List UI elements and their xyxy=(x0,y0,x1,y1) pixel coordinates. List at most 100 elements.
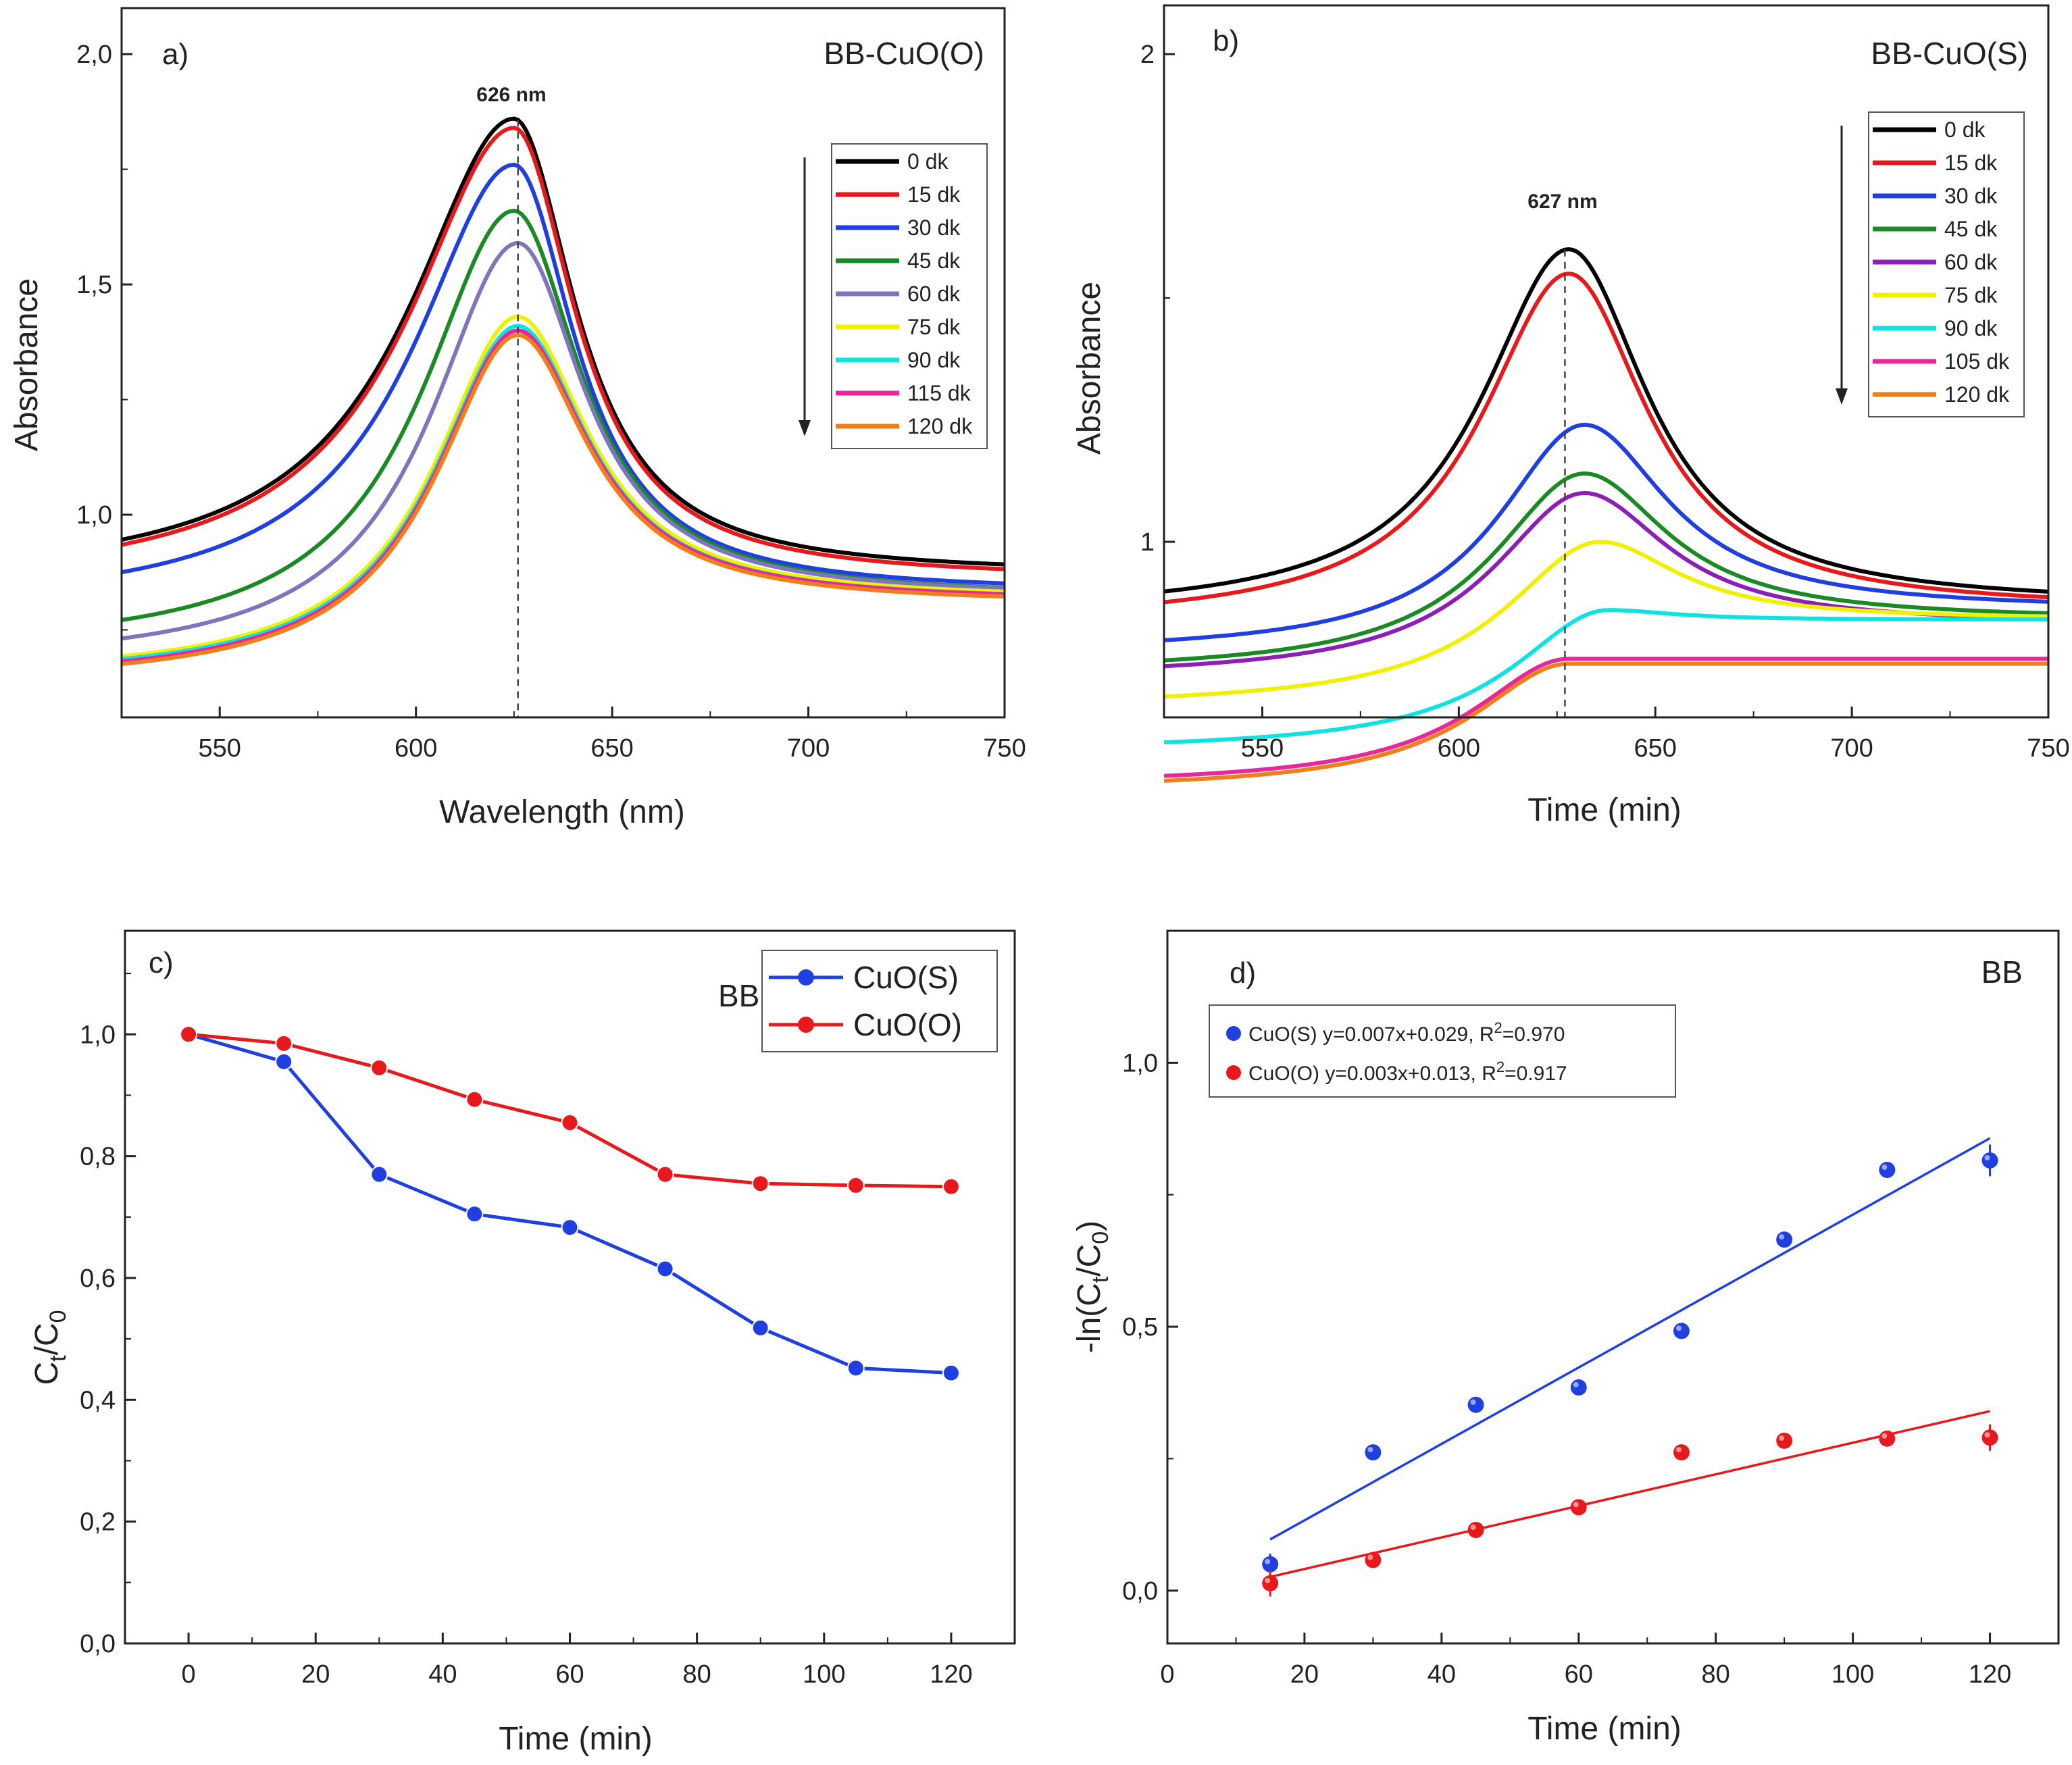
data-point-c-CuO(S) xyxy=(656,1260,674,1278)
x-tick-label-c-5: 100 xyxy=(803,1660,845,1689)
legend-marker-c-0 xyxy=(798,969,814,986)
panel-letter-a: a) xyxy=(162,38,188,71)
x-tick-label-b-2: 650 xyxy=(1634,734,1677,763)
data-point-c-CuO(O) xyxy=(751,1175,769,1193)
data-point-d-CuO(S) xyxy=(1570,1379,1587,1396)
data-point-c-CuO(O) xyxy=(847,1176,865,1194)
y-tick-label-a-2: 2,0 xyxy=(76,41,112,69)
data-point-highlight-d xyxy=(1265,1577,1271,1583)
data-point-highlight-d xyxy=(1573,1502,1579,1508)
data-point-d-CuO(S) xyxy=(1467,1396,1484,1413)
y-axis-title-c: Ct/C0 xyxy=(29,1310,71,1385)
legend-a: 0 dk 15 dk 30 dk 45 dk 60 dk 75 dk 90 dk 115 dk… xyxy=(799,143,988,449)
panel-tag-c: BB xyxy=(718,978,759,1013)
data-point-c-CuO(O) xyxy=(561,1114,579,1132)
legend-label-a-3: 45 dk xyxy=(907,249,961,273)
y-tick-label-c-1: 0,2 xyxy=(80,1508,116,1537)
panel-letter-c: c) xyxy=(149,946,174,979)
data-point-c-CuO(S) xyxy=(751,1319,769,1337)
legend-d-label-cuoo-sup: 2 xyxy=(1496,1058,1505,1075)
x-tick-label-a-3: 700 xyxy=(787,734,830,763)
y-axis-title-c-sub2: 0 xyxy=(45,1310,71,1323)
x-axis-title-c: Time (min) xyxy=(499,1721,653,1757)
y-axis-title-d: -ln(Ct/C0) xyxy=(1071,1221,1113,1353)
y-tick-label-a-0: 1,0 xyxy=(76,501,112,530)
data-point-highlight-d xyxy=(1675,1447,1682,1453)
curve-b-90-dk xyxy=(1163,608,2048,744)
legend-label-c-0: CuO(S) xyxy=(853,960,959,995)
y-axis-title-d-sub2: 0 xyxy=(1088,1231,1113,1244)
x-tick-label-b-4: 750 xyxy=(2027,734,2069,763)
panel-c: 0 20 40 60 80 100 120 0,0 0,2 0,4 0,6 0,8 1,0 CuO(S)… xyxy=(29,929,1016,1757)
curves-a xyxy=(121,116,1005,666)
legend-label-b-4: 60 dk xyxy=(1944,250,1998,274)
data-point-highlight-d xyxy=(1675,1325,1682,1331)
x-axis-title-b: Time (min) xyxy=(1527,792,1682,828)
y-tick-label-c-4: 0,8 xyxy=(80,1143,116,1171)
legend-b: 0 dk 15 dk 30 dk 45 dk 60 dk 75 dk 90 dk 105 dk… xyxy=(1836,111,2025,417)
legend-label-a-6: 90 dk xyxy=(907,348,961,372)
legend-d-label-cuos-sup: 2 xyxy=(1494,1019,1502,1036)
legend-label-b-1: 15 dk xyxy=(1944,151,1998,175)
x-tick-label-c-2: 40 xyxy=(428,1660,457,1689)
axes-c: 0 20 40 60 80 100 120 0,0 0,2 0,4 0,6 0,8 1,0 xyxy=(80,929,1016,1689)
curve-a-15-dk xyxy=(121,126,1005,571)
y-axis-title-d-mid: /C xyxy=(1071,1244,1107,1277)
legend-label-a-5: 75 dk xyxy=(907,315,961,339)
fit-line-d-CuO(O) xyxy=(1269,1410,1990,1579)
plot-frame-d xyxy=(1166,929,2060,1645)
legend-d-label-cuos: CuO(S) y=0.007x+0.029, R2=0.970 xyxy=(1248,1019,1565,1046)
x-axis-title-a: Wavelength (nm) xyxy=(439,794,685,830)
curve-a-30-dk xyxy=(121,162,1005,586)
y-axis-title-c-mid: /C xyxy=(29,1323,65,1355)
curve-a-60-dk xyxy=(121,240,1005,641)
y-tick-label-c-2: 0,4 xyxy=(80,1386,116,1414)
x-tick-label-c-1: 20 xyxy=(301,1660,330,1689)
data-point-c-CuO(S) xyxy=(942,1364,960,1382)
fit-line-d-CuO(S) xyxy=(1269,1137,1991,1541)
x-tick-label-d-6: 120 xyxy=(1969,1660,2011,1689)
axes-d: 0 20 40 60 80 100 120 0,0 0,5 1,0 xyxy=(1122,929,2060,1689)
trend-arrow-head-a xyxy=(799,420,811,436)
data-point-d-CuO(S) xyxy=(1262,1556,1279,1572)
curve-b-0-dk xyxy=(1163,247,2049,594)
legend-label-b-8: 120 dk xyxy=(1944,382,2010,407)
data-point-c-CuO(S) xyxy=(465,1205,484,1223)
data-point-c-CuO(O) xyxy=(370,1058,388,1077)
x-tick-label-a-1: 600 xyxy=(395,734,437,763)
y-axis-title-d-end: ) xyxy=(1071,1221,1107,1231)
legend-box-c xyxy=(761,950,998,1052)
curve-a-75-dk xyxy=(121,314,1005,659)
data-point-d-CuO(O) xyxy=(1673,1444,1690,1461)
data-point-c-CuO(S) xyxy=(561,1219,579,1237)
legend-d: CuO(S) y=0.007x+0.029, R2=0.970 CuO(O) y… xyxy=(1209,1004,1676,1098)
axes-a: 550 600 650 700 750 1,0 1,5 2,0 xyxy=(76,7,1026,763)
data-point-highlight-d xyxy=(1265,1558,1271,1564)
legend-d-label-cuos-b: =0.970 xyxy=(1502,1023,1565,1046)
data-point-c-CuO(S) xyxy=(370,1165,388,1183)
legend-label-a-8: 120 dk xyxy=(907,414,973,438)
legend-d-marker-cuos xyxy=(1226,1026,1241,1041)
data-point-d-CuO(O) xyxy=(1879,1430,1896,1447)
y-tick-label-b-0: 1 xyxy=(1140,528,1155,557)
panel-letter-b: b) xyxy=(1213,24,1239,57)
data-point-d-CuO(O) xyxy=(1365,1552,1382,1568)
y-axis-title-c-main: C xyxy=(29,1362,65,1385)
x-tick-label-a-4: 750 xyxy=(983,734,1026,763)
data-point-c-CuO(S) xyxy=(847,1359,865,1377)
trend-arrow-head-b xyxy=(1836,388,1848,405)
x-tick-label-d-4: 80 xyxy=(1702,1660,1730,1689)
y-tick-label-d-1: 0,5 xyxy=(1122,1313,1158,1341)
x-tick-label-a-2: 650 xyxy=(590,734,633,763)
data-point-highlight-d xyxy=(1984,1432,1990,1438)
data-point-c-CuO(O) xyxy=(656,1165,674,1183)
series-line-c-CuO(S) xyxy=(188,1032,952,1375)
curve-b-45-dk xyxy=(1163,471,2049,663)
data-point-d-CuO(O) xyxy=(1776,1432,1793,1449)
data-point-highlight-d xyxy=(1367,1554,1373,1560)
y-axis-title-c-sub1: t xyxy=(45,1355,71,1362)
y-tick-label-d-2: 1,0 xyxy=(1122,1049,1158,1077)
curve-b-15-dk xyxy=(1163,272,2049,605)
data-point-d-CuO(O) xyxy=(1570,1499,1587,1516)
legend-label-b-7: 105 dk xyxy=(1944,349,2010,374)
